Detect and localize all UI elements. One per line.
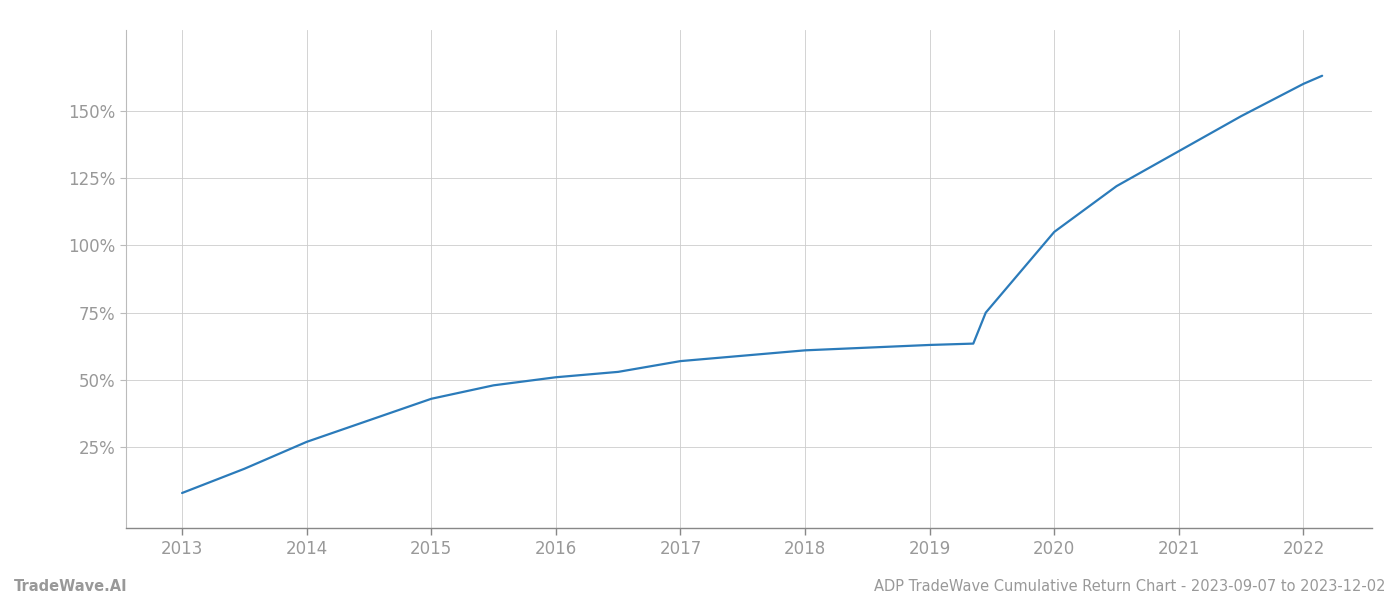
Text: ADP TradeWave Cumulative Return Chart - 2023-09-07 to 2023-12-02: ADP TradeWave Cumulative Return Chart - … — [875, 579, 1386, 594]
Text: TradeWave.AI: TradeWave.AI — [14, 579, 127, 594]
